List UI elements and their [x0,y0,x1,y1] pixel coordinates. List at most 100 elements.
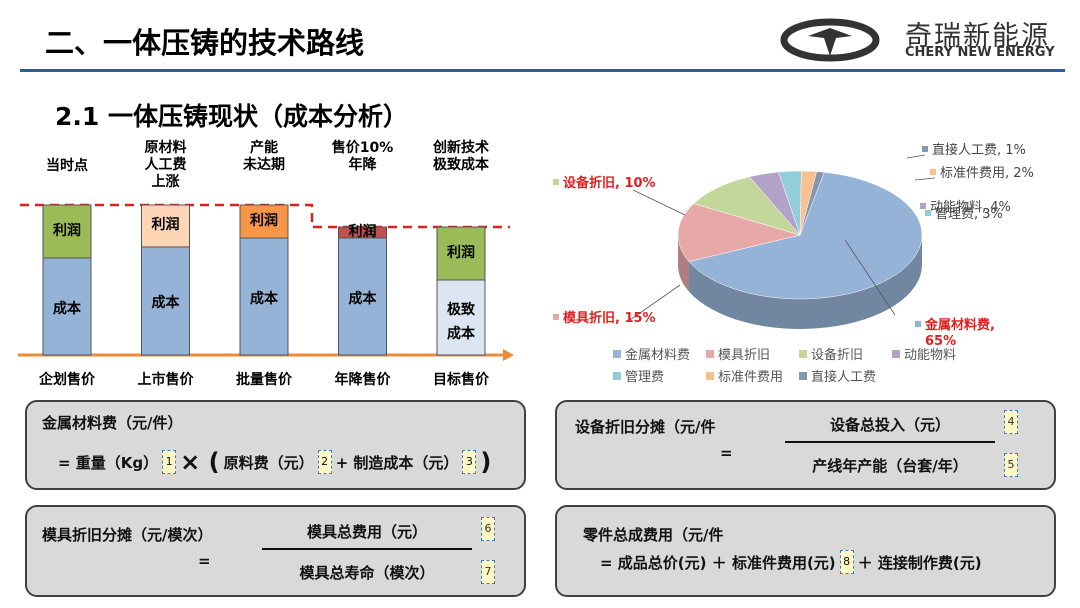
formula-eq: = [198,552,211,570]
axis-arrow [503,349,514,361]
leader-line [844,239,896,316]
pie-slice [693,176,801,236]
profit-label: 利润 [348,223,377,240]
formula-eq: = [720,444,733,462]
column-top-label: 售价10% 年降 [331,140,394,173]
cost-label: 成本 [250,290,278,307]
legend-key [799,372,807,380]
formula-text: = 成品总价(元) ＋ 标准件费用(元) [600,553,836,572]
legend-label: 直接人工费 [811,369,876,385]
ref-marker: 3 [462,450,477,474]
formula-box [555,505,1056,597]
cost-label: 成本 [53,300,81,317]
x-label: 批量售价 [236,372,292,388]
formula-label: 设备折旧分摊（元/件 [575,418,716,436]
formula-box [25,505,526,597]
cost-segment [436,279,486,356]
column-top-label: 产能 未达期 [243,140,285,173]
pie-slice [688,172,923,300]
x-label: 年降售价 [334,372,391,388]
column-top-label: 创新技术 极致成本 [433,140,489,173]
profit-segment [436,226,486,281]
legend-label: 动能物料 [904,348,956,363]
section-title: 2.1 一体压铸现状（成本分析） [55,102,408,131]
numerator: 设备总投入（元） [829,416,950,434]
cost-segment [239,237,289,356]
data-label: 直接人工费, 1% [932,142,1026,158]
legend-label: 设备折旧 [811,347,863,363]
legend-label: 模具折旧 [718,348,770,363]
leader-line [632,189,686,216]
ref-marker: 8 [839,550,854,574]
label-key [915,321,921,327]
legend-key [613,372,621,380]
cost-segment [338,237,387,356]
fraction-bar [262,548,472,550]
legend-key [613,350,621,358]
data-label: 动能物料, 4% [930,200,1011,215]
numerator: 模具总费用（元） [306,523,427,541]
label-key [925,210,931,216]
legend-key [799,350,807,358]
ref-marker: 6 [481,517,495,541]
ref-marker: 5 [1004,453,1018,477]
formula-text: ＋ 连接制作费(元) [857,553,982,572]
leader-line [629,284,681,321]
x-label: 目标售价 [433,372,489,388]
legend-key [892,350,900,358]
data-label: 标准件费用, 2% [940,166,1034,181]
leader-line [914,177,936,181]
data-label: 金属材料费, 65% [924,317,995,349]
formula-text: ) [480,448,492,476]
denominator: 模具总寿命（模次） [299,564,435,582]
cost-label: 成本 [348,290,377,307]
x-label: 上市售价 [137,372,194,388]
label-key [920,203,926,209]
cost-label: 成本 [151,295,180,311]
ref-marker: 7 [481,560,495,584]
formula-label: 模具折旧分摊（元/模次） [42,526,213,544]
column-top-label: 当时点 [46,158,88,174]
ref-marker: 2 [317,450,332,474]
legend-label: 标准件费用 [718,370,783,385]
x-label: 企划售价 [39,372,95,388]
profit-label: 利润 [250,212,278,229]
label-key [553,179,559,185]
legend-label: 金属材料费 [625,347,690,363]
data-label: 模具折旧, 15% [563,310,656,326]
logo-en: CHERY NEW ENERGY [905,45,1055,60]
formula-text: × ( [180,448,220,476]
legend-key [706,350,714,358]
data-label: 设备折旧, 10% [563,175,656,191]
legend-key [706,372,714,380]
pie-slice [677,203,801,262]
fraction-bar [785,441,995,443]
profit-label: 利润 [447,244,475,261]
cost-segment [42,257,92,356]
formula-box [555,400,1056,490]
denominator: 产线年产能（台套/年） [812,457,968,475]
column-top-label: 原材料 人工费 上涨 [144,140,187,190]
formula-label: 零件总成费用（元/件 [583,526,724,544]
pie-side [689,235,922,329]
profit-segment [141,204,190,248]
cost-label: 极致 成本 [447,301,475,342]
formula-line: = 成品总价(元) ＋ 标准件费用(元) 8 ＋ 连接制作费(元) [600,550,982,574]
profit-label: 利润 [151,217,180,233]
legend-label: 管理费 [625,370,664,385]
price-line [20,203,510,229]
formula-line: = 重量（Kg） 1 × (原料费（元） 2 + 制造成本（元） 3) [58,448,491,476]
leader-line [906,154,926,159]
title: 二、一体压铸的技术路线 [45,26,365,60]
pie-slice [799,171,825,236]
pie-chart: 金属材料费, 65% 模具折旧, 15% 设备折旧, 10% 动能物料, 4%管理费, … [553,142,1034,385]
formula-text: 原料费（元） [223,453,314,472]
label-key [553,314,559,320]
data-label: 管理费, 3% [935,207,1003,222]
formula-text: + 制造成本（元） [335,453,459,472]
cost-diagram [18,203,514,361]
header-rule [20,69,1065,72]
formula-label: 金属材料费（元/件） [42,414,183,432]
profit-segment [239,204,289,239]
